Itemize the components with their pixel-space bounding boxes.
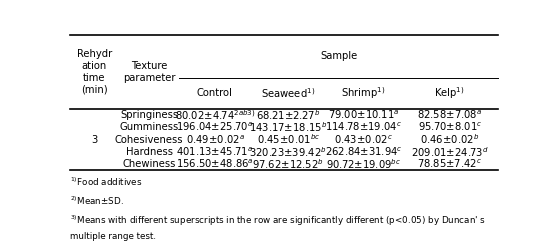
Text: Kelp$^{1)}$: Kelp$^{1)}$ — [434, 85, 465, 101]
Text: 143.17±18.15$^{b}$: 143.17±18.15$^{b}$ — [249, 120, 327, 134]
Text: 80.02±4.74$^{2ab3)}$: 80.02±4.74$^{2ab3)}$ — [175, 108, 255, 122]
Text: Cohesiveness: Cohesiveness — [115, 135, 183, 145]
Text: 0.45±0.01$^{bc}$: 0.45±0.01$^{bc}$ — [256, 133, 320, 147]
Text: 156.50±48.86$^{a}$: 156.50±48.86$^{a}$ — [176, 158, 254, 170]
Text: 401.13±45.71$^{a}$: 401.13±45.71$^{a}$ — [176, 146, 254, 158]
Text: 78.85±7.42$^{c}$: 78.85±7.42$^{c}$ — [418, 158, 482, 170]
Text: $^{1)}$Food additives: $^{1)}$Food additives — [70, 176, 142, 188]
Text: 196.04±25.70$^{a}$: 196.04±25.70$^{a}$ — [176, 121, 254, 133]
Text: 209.01±24.73$^{d}$: 209.01±24.73$^{d}$ — [411, 145, 489, 159]
Text: 95.70±8.01$^{c}$: 95.70±8.01$^{c}$ — [418, 121, 482, 133]
Text: multiple range test.: multiple range test. — [70, 232, 156, 241]
Text: Texture
parameter: Texture parameter — [123, 61, 176, 83]
Text: 79.00±10.11$^{a}$: 79.00±10.11$^{a}$ — [328, 109, 399, 121]
Text: 82.58±7.08$^{a}$: 82.58±7.08$^{a}$ — [417, 109, 483, 121]
Text: 3: 3 — [91, 135, 97, 145]
Text: 90.72±19.09$^{bc}$: 90.72±19.09$^{bc}$ — [326, 157, 401, 171]
Text: 0.46±0.02$^{b}$: 0.46±0.02$^{b}$ — [420, 133, 479, 147]
Text: 0.49±0.02$^{a}$: 0.49±0.02$^{a}$ — [186, 133, 244, 146]
Text: Gumminess: Gumminess — [120, 122, 179, 132]
Text: Chewiness: Chewiness — [122, 159, 176, 169]
Text: Springiness: Springiness — [120, 110, 178, 120]
Text: $^{3)}$Means with different superscripts in the row are significantly different : $^{3)}$Means with different superscripts… — [70, 213, 485, 228]
Text: 0.43±0.02$^{c}$: 0.43±0.02$^{c}$ — [334, 133, 393, 146]
Text: Rehydr
ation
time
(min): Rehydr ation time (min) — [77, 49, 112, 95]
Text: Shrimp$^{1)}$: Shrimp$^{1)}$ — [341, 85, 386, 101]
Text: 262.84±31.94$^{c}$: 262.84±31.94$^{c}$ — [325, 146, 403, 158]
Text: Hardness: Hardness — [126, 147, 173, 157]
Text: Sample: Sample — [320, 51, 358, 61]
Text: 68.21±2.27$^{b}$: 68.21±2.27$^{b}$ — [256, 108, 320, 122]
Text: 97.62±12.52$^{b}$: 97.62±12.52$^{b}$ — [252, 157, 324, 171]
Text: $^{2)}$Mean$\pm$SD.: $^{2)}$Mean$\pm$SD. — [70, 195, 123, 207]
Text: 320.23±39.42$^{b}$: 320.23±39.42$^{b}$ — [249, 145, 327, 159]
Text: 114.78±19.04$^{c}$: 114.78±19.04$^{c}$ — [325, 121, 402, 133]
Text: Seaweed$^{1)}$: Seaweed$^{1)}$ — [261, 86, 315, 100]
Text: Control: Control — [197, 88, 233, 98]
